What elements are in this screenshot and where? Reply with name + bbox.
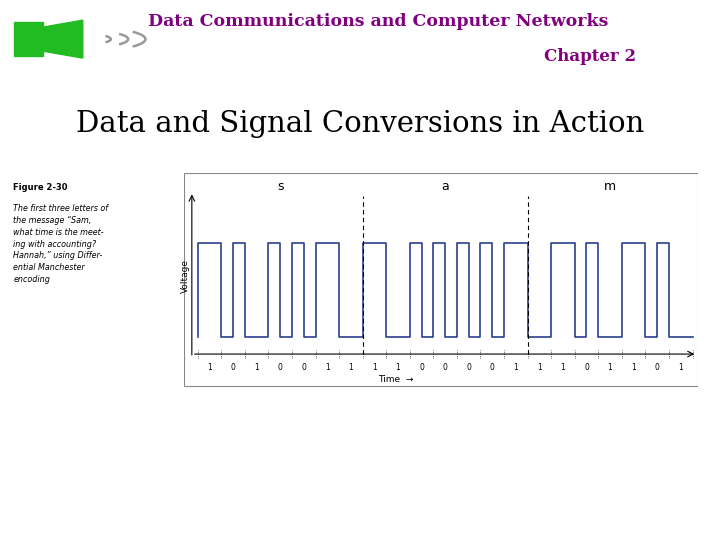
Text: 1: 1 <box>325 363 330 372</box>
Text: 1: 1 <box>372 363 377 372</box>
Text: The first three letters of
the message “Sam,
what time is the meet-
ing with acc: The first three letters of the message “… <box>14 204 109 284</box>
Text: m: m <box>604 180 616 193</box>
Text: 0: 0 <box>419 363 424 372</box>
Text: 1: 1 <box>537 363 541 372</box>
Text: 1: 1 <box>561 363 565 372</box>
Text: 1: 1 <box>513 363 518 372</box>
Text: 0: 0 <box>278 363 283 372</box>
Text: 1: 1 <box>395 363 400 372</box>
Text: 1: 1 <box>631 363 636 372</box>
Text: 1: 1 <box>608 363 613 372</box>
Text: 0: 0 <box>584 363 589 372</box>
Text: 0: 0 <box>302 363 306 372</box>
Text: s: s <box>277 180 284 193</box>
Text: 0: 0 <box>467 363 471 372</box>
Text: a: a <box>441 180 449 193</box>
Text: Voltage: Voltage <box>181 259 190 293</box>
Polygon shape <box>43 20 83 58</box>
Text: Chapter 2: Chapter 2 <box>544 48 636 65</box>
Bar <box>14 22 43 56</box>
Text: Data Communications and Computer Networks: Data Communications and Computer Network… <box>148 14 608 30</box>
Text: 1: 1 <box>678 363 683 372</box>
Text: 1: 1 <box>207 363 212 372</box>
Text: 0: 0 <box>654 363 660 372</box>
Text: 1: 1 <box>254 363 259 372</box>
Text: 1: 1 <box>348 363 354 372</box>
Text: 0: 0 <box>230 363 235 372</box>
Text: Data and Signal Conversions in Action: Data and Signal Conversions in Action <box>76 110 644 138</box>
Text: Figure 2-30: Figure 2-30 <box>14 183 68 192</box>
Text: Time  →: Time → <box>378 375 413 384</box>
Text: 0: 0 <box>490 363 495 372</box>
Text: 0: 0 <box>443 363 448 372</box>
